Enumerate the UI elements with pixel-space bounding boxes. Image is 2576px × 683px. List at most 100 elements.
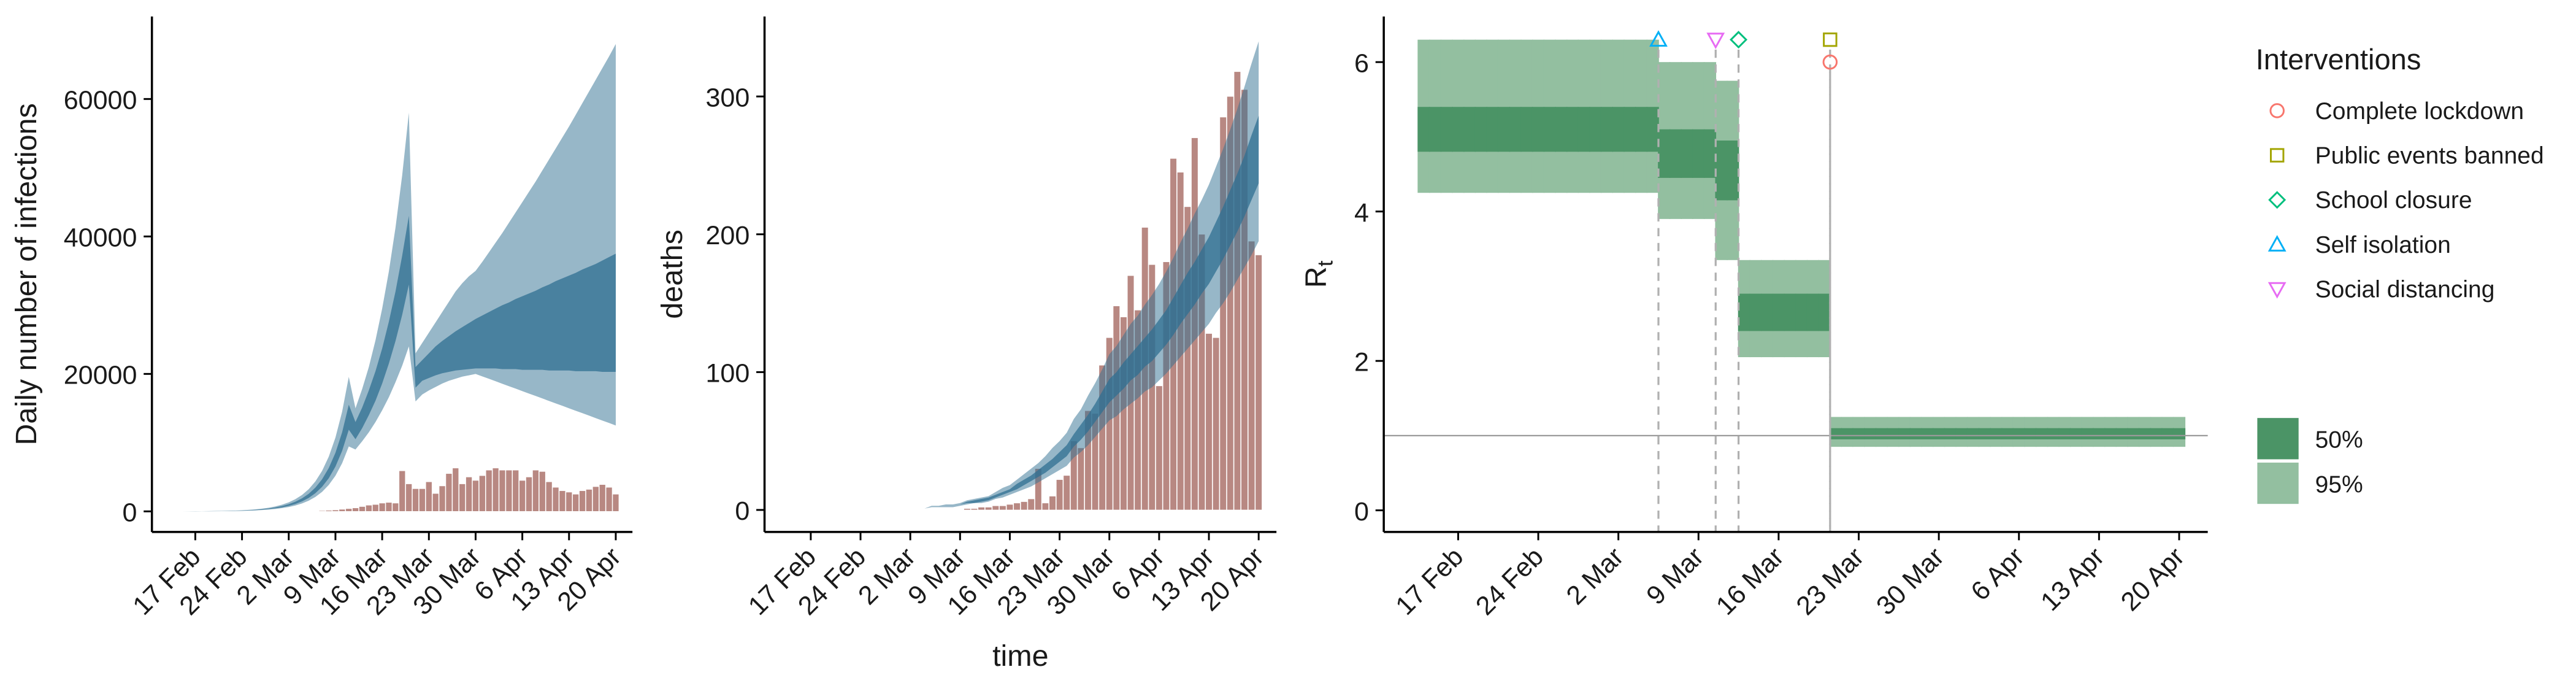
bar — [485, 469, 493, 512]
ci-step — [1623, 107, 1636, 152]
panel — [1384, 39, 2208, 532]
ci-step — [1887, 428, 1899, 439]
ci-step — [1452, 107, 1465, 152]
y-axis-title-main: R — [1300, 266, 1333, 288]
y-tick-label: 0 — [735, 496, 749, 526]
bar — [1120, 317, 1127, 511]
y-tick-label: 0 — [123, 498, 137, 527]
y-tick-label: 0 — [1354, 497, 1369, 527]
ci-step — [1772, 293, 1785, 331]
bar — [359, 506, 366, 512]
bar — [1063, 475, 1070, 511]
y-tick-label: 200 — [705, 221, 749, 250]
bar — [372, 504, 379, 512]
bar — [459, 484, 466, 512]
bar — [385, 502, 393, 512]
y-tick-label: 60000 — [64, 85, 137, 115]
bar — [545, 481, 553, 512]
ci-step — [1864, 428, 1877, 439]
bar — [352, 507, 359, 512]
ci-step — [2024, 428, 2037, 439]
legend-label: Self isolation — [2315, 232, 2451, 258]
ci-step — [2161, 428, 2174, 439]
ci-step — [1921, 428, 1934, 439]
marker — [1649, 30, 1668, 47]
y-axis-title: Daily number of infections — [10, 103, 43, 445]
bar — [1006, 504, 1014, 511]
bar — [1156, 385, 1163, 511]
bar — [526, 476, 532, 512]
ci-step — [1818, 293, 1831, 331]
legend-symbol — [2269, 103, 2285, 118]
ci-step — [1555, 107, 1568, 152]
bar — [978, 507, 985, 511]
ci-step — [1474, 107, 1487, 152]
bar — [1227, 96, 1234, 511]
bar — [1212, 337, 1220, 511]
bar — [378, 503, 386, 512]
ci-step — [1830, 428, 1842, 439]
x-axis-title: time — [992, 639, 1049, 673]
ci-step — [1509, 107, 1522, 152]
marker — [1823, 32, 1838, 47]
x-tick-label: 2 Mar — [1561, 542, 1630, 611]
ci-step — [1543, 107, 1556, 152]
ci-step — [1806, 293, 1820, 331]
ci-step — [1978, 428, 1991, 439]
ci-step — [1635, 107, 1648, 152]
ci-band — [162, 215, 616, 512]
ci-step — [2150, 428, 2163, 439]
ci-step — [1669, 129, 1682, 178]
x-tick-label: 13 Apr — [2035, 542, 2110, 617]
y-tick-label: 100 — [705, 359, 749, 388]
ci-step — [1497, 107, 1511, 152]
ci-step — [1932, 428, 1945, 439]
ci-step — [1646, 107, 1659, 152]
bar — [365, 504, 372, 512]
ci-step — [1715, 141, 1728, 201]
bar — [1049, 496, 1056, 511]
bar — [586, 489, 592, 512]
bar — [1255, 255, 1262, 511]
bar — [439, 485, 446, 512]
x-tick-label: 9 Mar — [1641, 542, 1709, 611]
bar — [312, 511, 319, 512]
bar — [492, 468, 499, 512]
y-tick-label: 4 — [1354, 198, 1369, 228]
ci-step — [1681, 129, 1693, 178]
legend-label: School closure — [2315, 187, 2472, 214]
bar — [432, 493, 439, 512]
y-tick-label: 20000 — [64, 360, 137, 390]
bar — [999, 505, 1006, 511]
legend-symbol — [2268, 191, 2287, 209]
x-tick-label: 6 Apr — [1966, 542, 2030, 606]
bar — [499, 469, 506, 512]
bar — [1184, 206, 1191, 511]
bar — [970, 508, 978, 511]
ci-step — [1990, 428, 2003, 439]
bar — [559, 490, 566, 512]
bar — [412, 488, 419, 512]
ci-step — [1589, 107, 1602, 152]
bar — [605, 487, 613, 512]
ci-step — [1463, 107, 1476, 152]
ci-step — [2001, 428, 2014, 439]
bar — [572, 493, 580, 512]
panel — [775, 41, 1262, 511]
x-tick-label: 20 Apr — [2115, 542, 2190, 617]
bar — [419, 488, 426, 512]
panel — [162, 44, 619, 512]
ci-step — [2012, 428, 2025, 439]
ci-step — [1944, 428, 1957, 439]
bar — [1219, 117, 1227, 511]
bar — [478, 475, 486, 512]
bar — [592, 486, 599, 512]
bar — [505, 469, 513, 512]
y-tick-label: 40000 — [64, 223, 137, 252]
bar — [519, 480, 526, 512]
bar — [339, 509, 346, 512]
bar — [1134, 309, 1141, 511]
bar — [1056, 479, 1064, 511]
